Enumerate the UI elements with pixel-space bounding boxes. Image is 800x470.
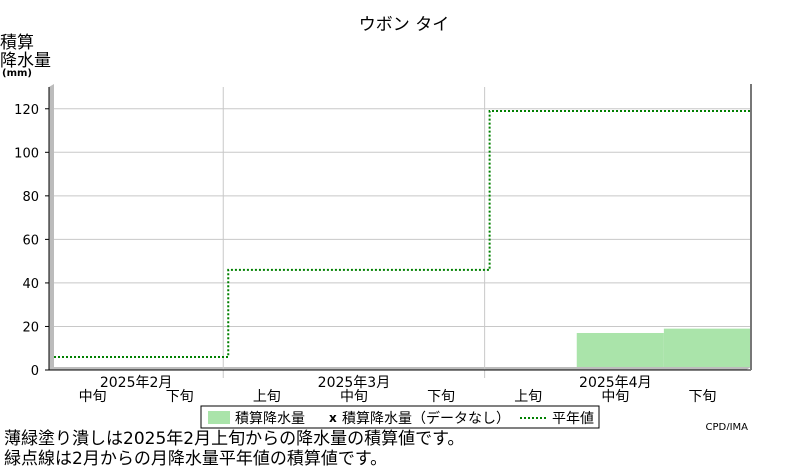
plot-floor bbox=[49, 367, 751, 370]
chart-title: ウボン タイ bbox=[359, 15, 449, 35]
y-axis-label: 積算 降水量 (mm) bbox=[0, 33, 51, 79]
x-tick-label: 中旬 bbox=[340, 389, 368, 405]
x-tick-label: 下旬 bbox=[688, 389, 716, 405]
legend: 積算降水量 x 積算降水量（データなし） 平年値 bbox=[200, 405, 600, 429]
x-tick-label: 上旬 bbox=[514, 389, 542, 405]
chart: ウボン タイ 積算 降水量 (mm) 0 20 40 60 80 100 120 中旬 下旬 上旬… bbox=[0, 15, 752, 430]
legend-marker-bar bbox=[208, 411, 230, 424]
x-tick-label: 中旬 bbox=[79, 389, 107, 405]
month-label: 2025年2月 bbox=[100, 375, 173, 391]
normal-step-line bbox=[54, 109, 751, 358]
month-label: 2025年3月 bbox=[318, 375, 391, 391]
y-axis-label-line: 積算 bbox=[0, 33, 34, 53]
credit-label: CPD/JMA bbox=[706, 422, 749, 430]
y-tick-label: 20 bbox=[22, 320, 39, 335]
y-tick-label: 80 bbox=[22, 190, 39, 205]
note-dotted-description: 緑点線は2月からの月降水量平年値の積算値です。 bbox=[4, 449, 388, 469]
plot-side-wall bbox=[49, 84, 54, 370]
y-tick-label: 40 bbox=[22, 277, 39, 292]
legend-label: 平年値 bbox=[552, 411, 594, 427]
y-tick-label: 120 bbox=[14, 103, 39, 118]
y-axis-label-line: 降水量 bbox=[0, 51, 51, 71]
y-tick-label: 60 bbox=[22, 233, 39, 248]
bar bbox=[576, 332, 664, 367]
x-tick-label: 下旬 bbox=[427, 389, 455, 405]
legend-label: 積算降水量 bbox=[235, 411, 305, 427]
bar bbox=[663, 328, 751, 367]
y-axis-label-line: (mm) bbox=[2, 68, 32, 79]
y-tick-label: 100 bbox=[14, 146, 39, 161]
legend-marker-x: x bbox=[329, 411, 337, 425]
plot-background bbox=[54, 84, 751, 367]
month-label: 2025年4月 bbox=[579, 375, 652, 391]
x-tick-label: 中旬 bbox=[601, 389, 629, 405]
legend-label: 積算降水量（データなし） bbox=[342, 410, 510, 427]
legend-box bbox=[200, 405, 600, 429]
x-tick-label: 上旬 bbox=[253, 389, 281, 405]
note-fill-description: 薄緑塗り潰しは2025年2月上旬からの降水量の積算値です。 bbox=[4, 429, 465, 449]
x-tick-label: 下旬 bbox=[166, 389, 194, 405]
y-tick-label: 0 bbox=[31, 364, 39, 379]
